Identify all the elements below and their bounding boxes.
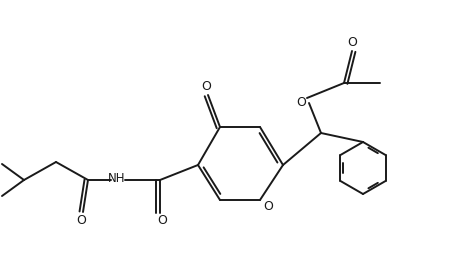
Text: O: O: [76, 214, 86, 228]
Text: O: O: [295, 96, 305, 110]
Text: NH: NH: [108, 173, 126, 185]
Text: O: O: [201, 80, 211, 93]
Text: O: O: [157, 214, 167, 228]
Text: O: O: [346, 35, 356, 49]
Text: O: O: [263, 200, 273, 212]
